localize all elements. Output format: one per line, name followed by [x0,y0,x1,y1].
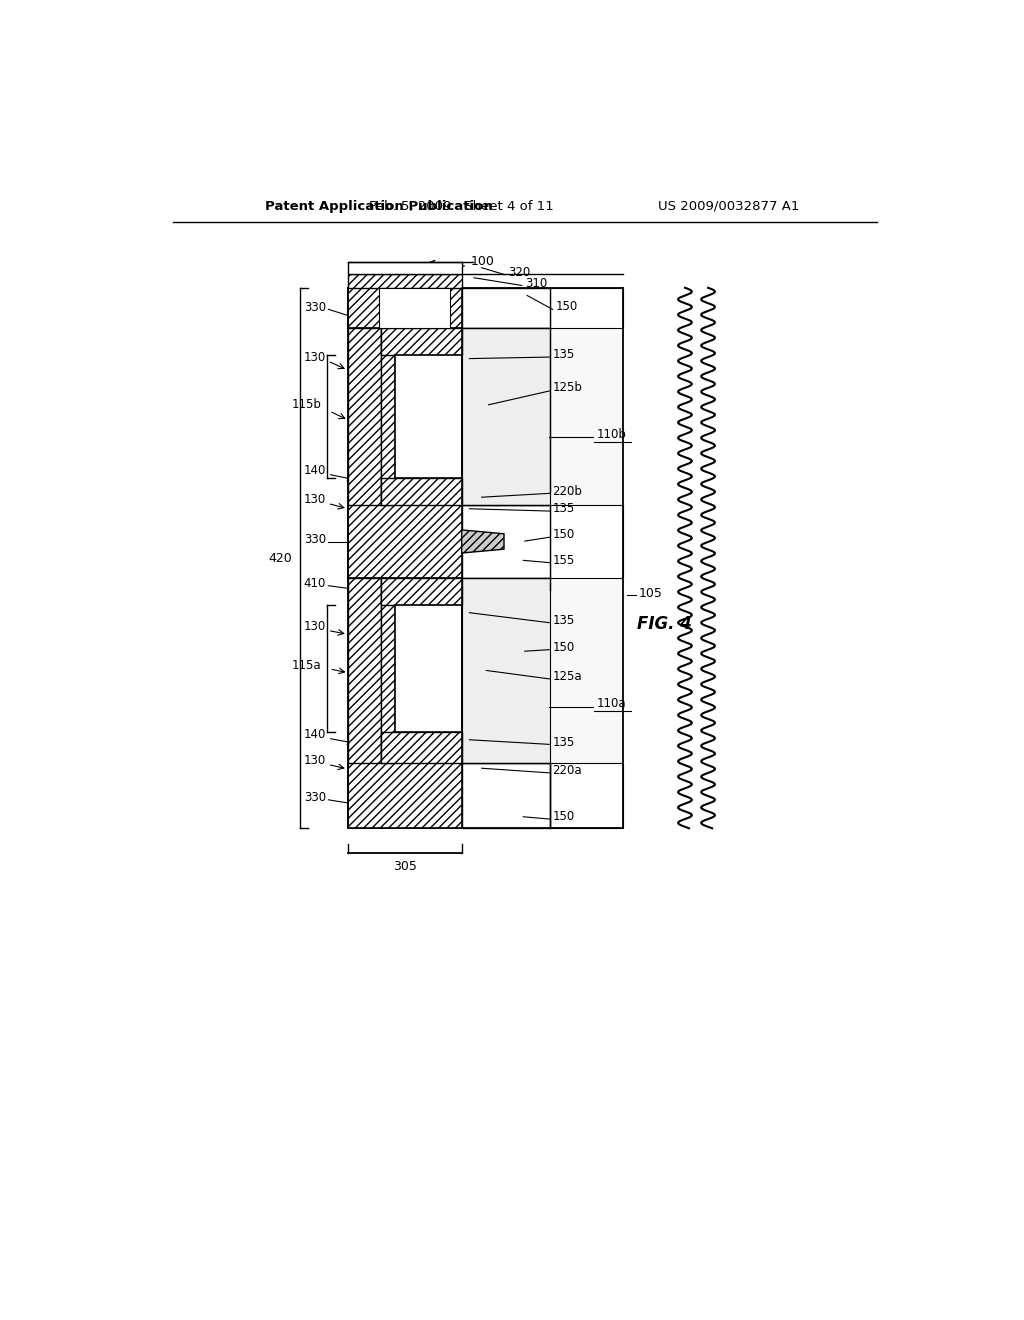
Text: 130: 130 [304,492,326,506]
Bar [381,327,462,355]
Text: 110b: 110b [596,428,627,441]
Bar [550,288,624,327]
Bar [381,733,462,763]
Text: US 2009/0032877 A1: US 2009/0032877 A1 [658,199,800,213]
Text: 330: 330 [304,533,326,546]
Text: 135: 135 [553,735,574,748]
Bar [394,605,462,733]
Text: Feb. 5, 2009   Sheet 4 of 11: Feb. 5, 2009 Sheet 4 of 11 [370,199,554,213]
Text: 150: 150 [553,528,574,541]
Text: 135: 135 [553,348,574,362]
Text: 110a: 110a [596,697,626,710]
Text: 150: 150 [556,300,578,313]
Text: 420: 420 [268,552,292,565]
Text: 210b: 210b [394,409,429,422]
Text: 320: 320 [508,265,530,279]
Text: FIG. 4: FIG. 4 [637,615,692,634]
Text: 105: 105 [639,587,663,601]
Bar [379,288,451,327]
Text: 150: 150 [553,640,574,653]
Bar [462,578,550,763]
Text: 135: 135 [553,502,574,515]
Text: 310: 310 [524,277,547,289]
Polygon shape [462,529,504,553]
Bar [381,578,462,605]
Text: 130: 130 [304,754,326,767]
Text: 210a: 210a [395,661,428,675]
Text: 330: 330 [304,301,326,314]
Bar [381,478,462,506]
Text: 150: 150 [553,810,574,824]
Text: Patent Application Publication: Patent Application Publication [265,199,494,213]
Bar [462,506,550,578]
Bar [348,763,462,829]
Bar [550,763,624,829]
Text: 130: 130 [304,620,326,634]
Bar [550,506,624,578]
Text: 125a: 125a [553,671,583,684]
Bar [381,327,394,506]
Bar [462,327,550,506]
Bar [348,578,381,763]
Bar [381,578,394,763]
Text: 220b: 220b [553,484,583,498]
Bar [462,288,550,327]
Text: 130: 130 [304,351,326,363]
Bar [348,263,462,275]
Text: 100: 100 [471,255,495,268]
Text: 410: 410 [304,577,326,590]
Bar [348,506,462,578]
Bar [462,763,550,829]
Text: 115a: 115a [292,659,322,672]
Bar [348,288,462,327]
Text: 145: 145 [374,305,396,317]
Text: 140: 140 [304,727,326,741]
Text: 145: 145 [365,585,387,598]
Text: 140: 140 [304,463,326,477]
Text: 220a: 220a [553,764,583,777]
Text: 155: 155 [553,554,574,566]
Text: 305: 305 [393,861,417,874]
Bar [348,327,381,506]
Text: 135: 135 [553,614,574,627]
Bar [394,355,462,478]
Bar [462,288,624,829]
Bar [348,275,462,288]
Text: 125b: 125b [553,381,583,395]
Text: 330: 330 [304,791,326,804]
Text: 115b: 115b [292,399,322,412]
